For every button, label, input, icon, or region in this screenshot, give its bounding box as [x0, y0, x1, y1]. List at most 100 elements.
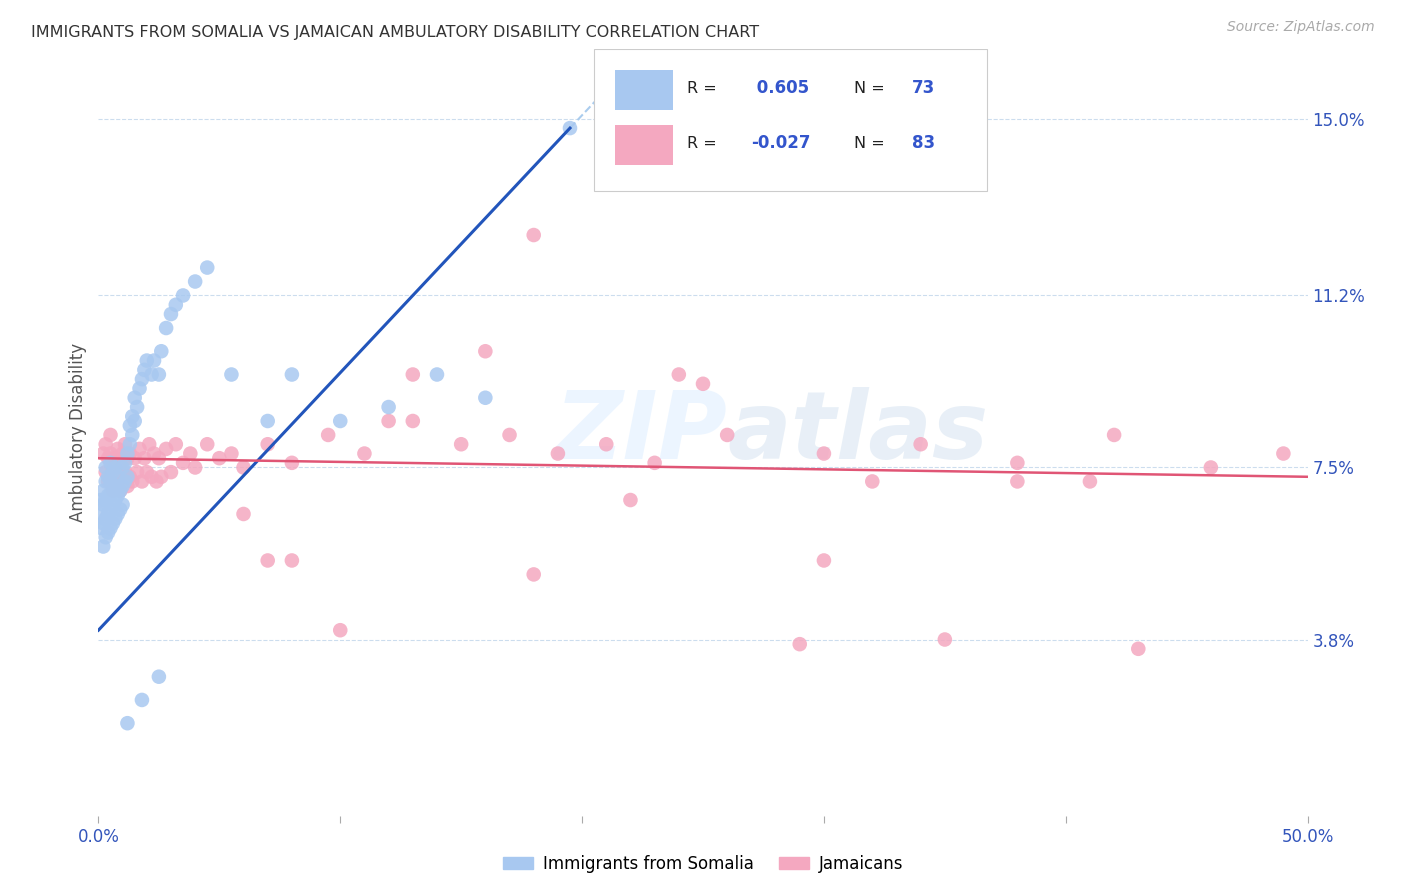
Point	[107, 488, 129, 502]
Point	[101, 498, 124, 512]
Point	[111, 479, 134, 493]
Point	[558, 121, 581, 136]
Point	[131, 693, 153, 707]
Point	[100, 470, 122, 484]
Point	[402, 414, 425, 428]
Point	[165, 437, 187, 451]
Point	[100, 446, 122, 460]
Text: ZIP: ZIP	[554, 386, 727, 479]
Text: R =: R =	[688, 80, 723, 95]
Point	[100, 475, 122, 489]
Point	[523, 227, 546, 242]
Point	[127, 400, 149, 414]
Point	[94, 493, 117, 508]
Point	[329, 414, 352, 428]
Text: 83: 83	[912, 135, 935, 153]
Point	[474, 391, 496, 405]
Point	[101, 460, 124, 475]
Point	[281, 456, 304, 470]
Point	[121, 428, 143, 442]
Point	[117, 446, 139, 460]
Point	[256, 414, 278, 428]
Point	[498, 428, 520, 442]
Point	[523, 567, 546, 582]
Bar	[614, 70, 673, 110]
Point	[127, 465, 149, 479]
Point	[124, 451, 146, 466]
Point	[114, 475, 136, 489]
Point	[134, 451, 156, 466]
Point	[141, 368, 163, 382]
Point	[1199, 460, 1222, 475]
Point	[910, 437, 932, 451]
Point	[111, 470, 134, 484]
Point	[148, 670, 170, 684]
Point	[118, 446, 141, 460]
Point	[145, 475, 167, 489]
Point	[195, 437, 218, 451]
Point	[90, 493, 112, 508]
Point	[111, 498, 134, 512]
Point	[148, 451, 170, 466]
Point	[108, 502, 131, 516]
Point	[128, 381, 150, 395]
Point	[184, 460, 207, 475]
Point	[377, 400, 399, 414]
Point	[547, 446, 569, 460]
Point	[934, 632, 956, 647]
Point	[91, 483, 114, 498]
Point	[121, 475, 143, 489]
Point	[1007, 475, 1029, 489]
Point	[329, 624, 352, 638]
Point	[668, 368, 690, 382]
Point	[141, 470, 163, 484]
Point	[108, 456, 131, 470]
Point	[1007, 456, 1029, 470]
Point	[97, 451, 120, 466]
Point	[221, 368, 243, 382]
Point	[316, 428, 339, 442]
Point	[100, 502, 122, 516]
Point	[107, 507, 129, 521]
Point	[114, 465, 136, 479]
Point	[94, 465, 117, 479]
Point	[644, 456, 666, 470]
Point	[101, 465, 124, 479]
Point	[118, 437, 141, 451]
Point	[160, 465, 183, 479]
Point	[232, 507, 254, 521]
Point	[221, 446, 243, 460]
Point	[108, 483, 131, 498]
Point	[118, 418, 141, 433]
Point	[160, 307, 183, 321]
Point	[114, 456, 136, 470]
Text: N =: N =	[855, 80, 890, 95]
Point	[716, 428, 738, 442]
Text: Source: ZipAtlas.com: Source: ZipAtlas.com	[1227, 20, 1375, 34]
Point	[474, 344, 496, 359]
Point	[150, 344, 173, 359]
Point	[1272, 446, 1295, 460]
Point	[860, 475, 883, 489]
Point	[377, 414, 399, 428]
Text: atlas: atlas	[727, 386, 988, 479]
Point	[100, 428, 122, 442]
Point	[97, 507, 120, 521]
Point	[131, 475, 153, 489]
Point	[94, 511, 117, 525]
Y-axis label: Ambulatory Disability: Ambulatory Disability	[69, 343, 87, 522]
Point	[97, 470, 120, 484]
Point	[94, 437, 117, 451]
Point	[91, 516, 114, 531]
Point	[143, 353, 166, 368]
Point	[789, 637, 811, 651]
Point	[117, 451, 139, 466]
Text: IMMIGRANTS FROM SOMALIA VS JAMAICAN AMBULATORY DISABILITY CORRELATION CHART: IMMIGRANTS FROM SOMALIA VS JAMAICAN AMBU…	[31, 25, 759, 40]
Point	[124, 391, 146, 405]
Point	[179, 446, 201, 460]
Point	[155, 321, 177, 335]
Point	[128, 442, 150, 456]
Point	[256, 553, 278, 567]
Point	[117, 479, 139, 493]
Point	[97, 488, 120, 502]
